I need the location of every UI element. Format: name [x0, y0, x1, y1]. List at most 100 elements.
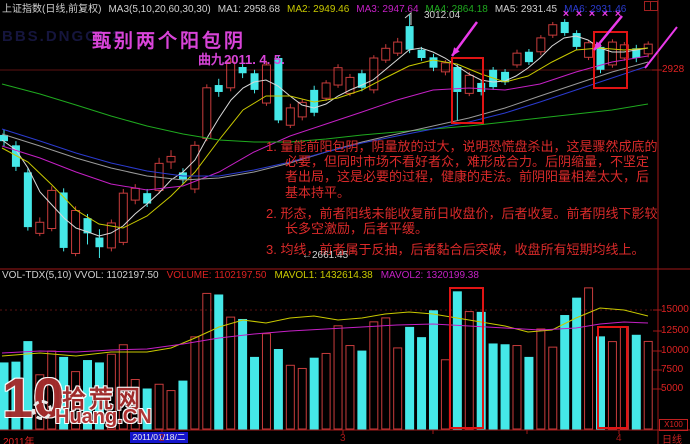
peak-pointer [404, 11, 412, 25]
volume-bar [202, 292, 212, 430]
ma4-line [1, 83, 649, 143]
volume-bar [333, 325, 343, 430]
site-watermark: 10 拾荒网 Huang.CN [0, 370, 160, 444]
candle-down [501, 71, 510, 83]
volume-bar [369, 321, 379, 430]
candle-down [417, 49, 426, 59]
candle-up [166, 155, 176, 163]
page-title: 甄别两个阳包阴 [92, 31, 247, 52]
candle-up [512, 52, 522, 66]
candle-down [632, 48, 641, 59]
volume-bar [452, 291, 462, 430]
indicator-value: MAVOL1: 1432614.38 [274, 270, 373, 281]
volume-bar [0, 362, 9, 430]
vol-axis-label: 10000 [661, 345, 689, 356]
volume-bar [261, 333, 271, 430]
candle-down [524, 51, 533, 63]
volume-bar [512, 345, 522, 430]
volume-bar [631, 334, 641, 430]
indicator-value: VOL-TDX(5,10) VVOL: 1102197.50 [2, 270, 159, 281]
candle-up [261, 64, 271, 104]
note-item: 3. 均线，前者属于反抽，后者黏合后突破，收盘所有短期均线上。 [266, 242, 645, 258]
volume-bar [536, 328, 546, 430]
annotation-arrow [594, 41, 602, 50]
volume-bar [417, 337, 427, 430]
candle-up [130, 187, 140, 201]
candle-down [274, 58, 283, 121]
price-axis-label: 2928 [662, 64, 685, 75]
volume-bar [226, 316, 236, 430]
candle-up [106, 222, 116, 249]
candle-down [429, 57, 438, 68]
period-label[interactable]: 日线 [662, 435, 682, 444]
candle-down [572, 33, 581, 47]
volume-bar [106, 353, 116, 430]
vol-axis-label: 15000 [661, 304, 689, 315]
volume-bar [238, 318, 248, 430]
volume-bar [59, 356, 69, 430]
candle-up [548, 24, 558, 36]
candle-down [453, 67, 462, 92]
candle-up [297, 101, 307, 118]
volume-bar [285, 364, 295, 430]
volume-bar [548, 346, 558, 430]
volume-bar [83, 360, 93, 430]
candle-up [381, 47, 391, 61]
ma1-line [1, 35, 649, 237]
highlight-box [449, 287, 484, 429]
volume-bar [345, 345, 355, 430]
month-tick-label: 2 [159, 433, 165, 444]
volume-bar [405, 326, 415, 430]
candle-down [59, 192, 68, 248]
volume-bar [381, 317, 391, 430]
cursor-date-badge: 2011/01/18/二 [130, 432, 188, 443]
volume-bar [130, 379, 140, 430]
volume-multiplier-badge: X100 [659, 419, 688, 431]
candle-down [83, 218, 92, 234]
volume-bar [560, 315, 570, 430]
volume-bar [464, 311, 474, 430]
indicator-value: MA4: 2864.18 [425, 4, 488, 15]
volume-bar [118, 344, 128, 430]
candle-up [71, 209, 81, 254]
volume-bar [488, 343, 498, 430]
candle-up [226, 61, 236, 89]
candle-down [214, 85, 223, 92]
candle-up [607, 41, 617, 66]
candle-up [464, 74, 474, 94]
annotation-arrow [452, 47, 460, 56]
indicator-value: MA3: 2947.64 [356, 4, 419, 15]
volume-bar [393, 347, 403, 430]
month-tick-label: 3 [340, 433, 346, 444]
author-signature: 曲九2011. 4. 5. [198, 52, 285, 67]
indicator-value: MA6: 2931.46 [564, 4, 627, 15]
volume-bar [94, 362, 104, 430]
indicator-value: MA5: 2931.45 [494, 4, 558, 15]
indicator-value: VOLUME: 1102197.50 [166, 270, 267, 281]
candle-down [11, 145, 20, 167]
volume-bar [643, 340, 653, 430]
candle-down [357, 73, 366, 88]
indicator-value: MAVOL2: 1320199.38 [380, 270, 479, 281]
analysis-notes: 1. 量能前阳包阴，阴量放的过大，说明恐慌盘杀出，这是骤然成底的必要，但同时市场… [266, 139, 660, 257]
volume-bar [190, 336, 200, 430]
candle-up [118, 192, 128, 243]
watermark-site-name: 拾荒网 [62, 386, 143, 413]
x-mark: × [589, 8, 595, 20]
volume-bar [297, 367, 307, 430]
candle-up [47, 189, 57, 230]
x-mark: × [576, 8, 582, 20]
watermark-site-url: Huang.CN [55, 406, 152, 428]
volume-bar [428, 310, 438, 430]
ma6-line [1, 65, 649, 177]
volume-bar [214, 294, 224, 430]
candle-up [345, 76, 355, 94]
candle-up [584, 42, 594, 58]
volume-bar [357, 350, 367, 430]
volume-bar [71, 371, 81, 430]
volume-bar [309, 357, 319, 430]
candle-down [560, 21, 569, 34]
window-restore-icon[interactable] [644, 1, 658, 11]
